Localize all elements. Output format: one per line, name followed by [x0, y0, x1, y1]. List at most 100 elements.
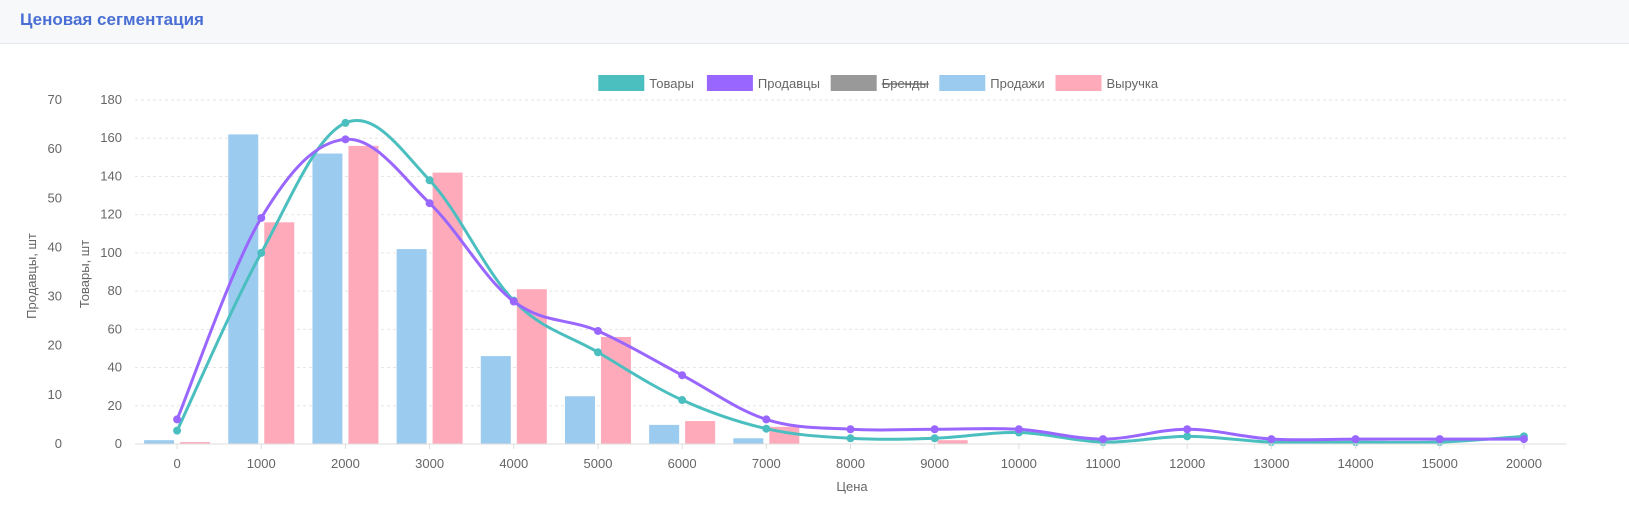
- legend-label: Выручка: [1107, 76, 1159, 91]
- point-products: [341, 118, 350, 127]
- bars-layer: [144, 134, 968, 444]
- legend-item-4[interactable]: Выручка: [1055, 75, 1159, 91]
- bar-sales: [480, 356, 511, 444]
- point-sellers: [678, 371, 687, 380]
- legend-swatch: [1055, 75, 1102, 91]
- y-tick-label-products: 140: [100, 168, 122, 183]
- panel-header: Ценовая сегментация: [0, 0, 1629, 44]
- y-tick-label-sellers: 20: [48, 338, 62, 353]
- point-sellers: [762, 415, 771, 424]
- point-products: [593, 348, 602, 357]
- y-tick-label-sellers: 30: [48, 289, 62, 304]
- legend-item-0[interactable]: Товары: [598, 75, 694, 91]
- y-axis-label-sellers: Продавцы, шт: [24, 233, 39, 319]
- x-tick-label: 6000: [668, 456, 697, 471]
- legend-swatch: [598, 75, 645, 91]
- point-sellers: [846, 425, 855, 434]
- y-axis-label-products: Товары, шт: [77, 240, 92, 308]
- bar-revenue: [600, 336, 631, 444]
- legend-swatch: [706, 75, 753, 91]
- panel-title: Ценовая сегментация: [20, 10, 204, 29]
- y-tick-label-sellers: 0: [55, 436, 62, 451]
- x-tick-label: 7000: [752, 456, 781, 471]
- point-products: [1183, 432, 1192, 441]
- y-tick-label-sellers: 50: [48, 190, 62, 205]
- legend-label: Продавцы: [758, 76, 820, 91]
- legend-label: Товары: [649, 76, 694, 91]
- y-tick-label-products: 20: [108, 398, 122, 413]
- point-sellers: [425, 199, 434, 208]
- bar-revenue: [180, 442, 211, 444]
- x-axis-label: Цена: [836, 479, 868, 494]
- point-sellers: [1183, 425, 1192, 434]
- x-tick-label: 13000: [1253, 456, 1289, 471]
- bar-sales: [312, 153, 343, 444]
- point-products: [930, 434, 939, 443]
- x-tick-label: 5000: [584, 456, 613, 471]
- x-tick-label: 20000: [1506, 456, 1542, 471]
- point-products: [762, 424, 771, 433]
- y-tick-label-products: 180: [100, 92, 122, 107]
- y-tick-label-products: 100: [100, 245, 122, 260]
- point-sellers: [1099, 435, 1108, 444]
- y-tick-label-products: 80: [108, 283, 122, 298]
- point-sellers: [173, 415, 182, 424]
- line-sellers: [175, 137, 1524, 442]
- point-products: [173, 426, 182, 435]
- point-sellers: [1014, 425, 1023, 434]
- x-tick-label: 9000: [920, 456, 949, 471]
- point-sellers: [1519, 435, 1528, 444]
- x-tick-label: 12000: [1169, 456, 1205, 471]
- y-tick-label-products: 40: [108, 360, 122, 375]
- y-tick-label-products: 120: [100, 207, 122, 222]
- legend-label: Продажи: [990, 76, 1044, 91]
- bar-revenue: [432, 172, 463, 444]
- x-tick-label: 14000: [1337, 456, 1373, 471]
- bar-sales: [564, 396, 595, 444]
- point-sellers: [593, 326, 602, 335]
- y-tick-label-products: 60: [108, 321, 122, 336]
- point-products: [257, 248, 266, 257]
- bar-revenue: [264, 222, 295, 444]
- legend-swatch: [830, 75, 877, 91]
- x-tick-label: 2000: [331, 456, 360, 471]
- bar-sales: [733, 438, 764, 444]
- point-sellers: [257, 213, 266, 222]
- point-sellers: [1351, 435, 1360, 444]
- x-tick-label: 15000: [1422, 456, 1458, 471]
- point-products: [846, 434, 855, 443]
- point-sellers: [341, 135, 350, 144]
- bar-sales: [144, 440, 175, 444]
- point-sellers: [1435, 435, 1444, 444]
- bar-sales: [396, 249, 427, 444]
- legend-item-1[interactable]: Продавцы: [706, 75, 820, 91]
- bar-revenue: [685, 421, 716, 444]
- y-tick-label-sellers: 60: [48, 141, 62, 156]
- point-products: [425, 176, 434, 185]
- y-tick-label-products: 0: [115, 436, 122, 451]
- x-tick-label: 0: [173, 456, 180, 471]
- y-tick-label-sellers: 10: [48, 387, 62, 402]
- x-tick-label: 8000: [836, 456, 865, 471]
- point-sellers: [509, 297, 518, 306]
- legend-item-2[interactable]: Бренды: [830, 75, 929, 91]
- x-tick-label: 1000: [247, 456, 276, 471]
- y-tick-label-sellers: 70: [48, 92, 62, 107]
- bar-revenue: [348, 145, 379, 444]
- legend-item-3[interactable]: Продажи: [939, 75, 1045, 91]
- legend-swatch: [939, 75, 986, 91]
- legend-label: Бренды: [882, 76, 929, 91]
- legend[interactable]: Товары Продавцы Бренды Продажи Выручка: [598, 75, 1159, 91]
- price-segmentation-chart: 1801601401201008060402007060504030201000…: [24, 75, 1566, 494]
- axes-layer: 1801601401201008060402007060504030201000…: [48, 92, 1566, 471]
- y-tick-label-sellers: 40: [48, 239, 62, 254]
- bar-sales: [649, 424, 680, 444]
- x-tick-label: 11000: [1085, 456, 1120, 471]
- x-tick-label: 10000: [1001, 456, 1037, 471]
- bar-revenue: [937, 440, 968, 444]
- point-sellers: [1267, 435, 1276, 444]
- point-sellers: [930, 425, 939, 434]
- x-tick-label: 3000: [415, 456, 444, 471]
- x-tick-label: 4000: [499, 456, 528, 471]
- y-tick-label-products: 160: [100, 130, 122, 145]
